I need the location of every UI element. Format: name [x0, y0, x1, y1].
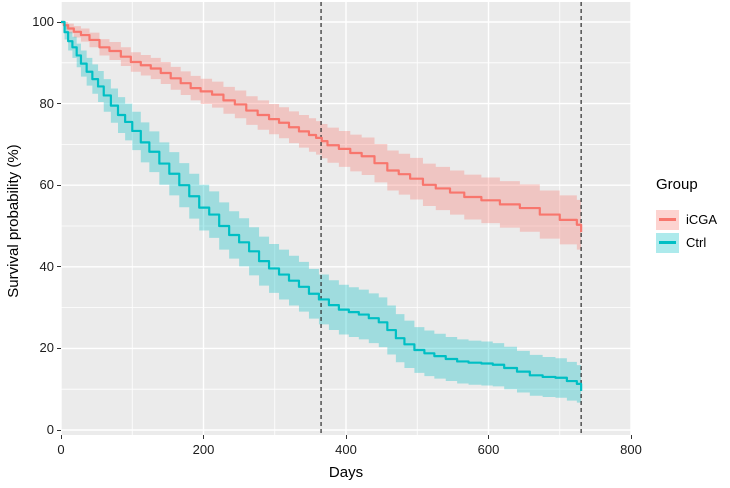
x-tick-label: 200 [192, 442, 215, 457]
x-axis-title: Days [328, 464, 364, 481]
plot-panel [61, 2, 631, 435]
y-tick-label: 60 [39, 177, 54, 193]
legend-item-ctrl: Ctrl [656, 232, 717, 253]
y-tick-label: 40 [39, 258, 54, 274]
legend-item-icga: iCGA [656, 209, 717, 230]
x-tick-label: 800 [620, 442, 642, 457]
x-tick-mark [203, 435, 204, 439]
x-tick-mark [345, 435, 347, 439]
x-tick-label: 600 [477, 442, 500, 457]
x-tick-label: 0 [57, 442, 65, 457]
legend-key-ctrl-swatch [656, 232, 679, 253]
ctrl-confidence-band [61, 22, 582, 409]
y-tick-label: 0 [46, 422, 54, 437]
legend-key-ctrl-line [659, 240, 676, 244]
x-tick-mark [630, 435, 632, 439]
y-tick-mark [57, 266, 61, 268]
legend-label-ctrl: Ctrl [686, 235, 707, 250]
x-tick-mark [488, 435, 489, 439]
y-tick-mark [57, 21, 61, 23]
x-tick-mark [60, 435, 62, 439]
y-tick-mark [57, 184, 61, 186]
plot-canvas [61, 2, 631, 435]
y-tick-mark [57, 347, 61, 349]
x-tick-label: 400 [335, 442, 357, 457]
legend-key-icga-line [659, 217, 676, 221]
icga-survival-curve [61, 20, 583, 233]
y-tick-mark [57, 103, 61, 105]
legend-title: Group [656, 176, 698, 193]
y-tick-label: 20 [39, 340, 54, 356]
legend: Group iCGA Ctrl [656, 176, 717, 255]
y-tick-label: 80 [39, 95, 54, 111]
legend-label-icga: iCGA [686, 212, 718, 227]
legend-key-icga-swatch [656, 209, 679, 230]
y-tick-mark [57, 429, 61, 431]
y-axis-title: Survival probability (%) [5, 144, 22, 298]
y-tick-label: 100 [32, 14, 54, 29]
ctrl-survival-curve [61, 20, 583, 391]
